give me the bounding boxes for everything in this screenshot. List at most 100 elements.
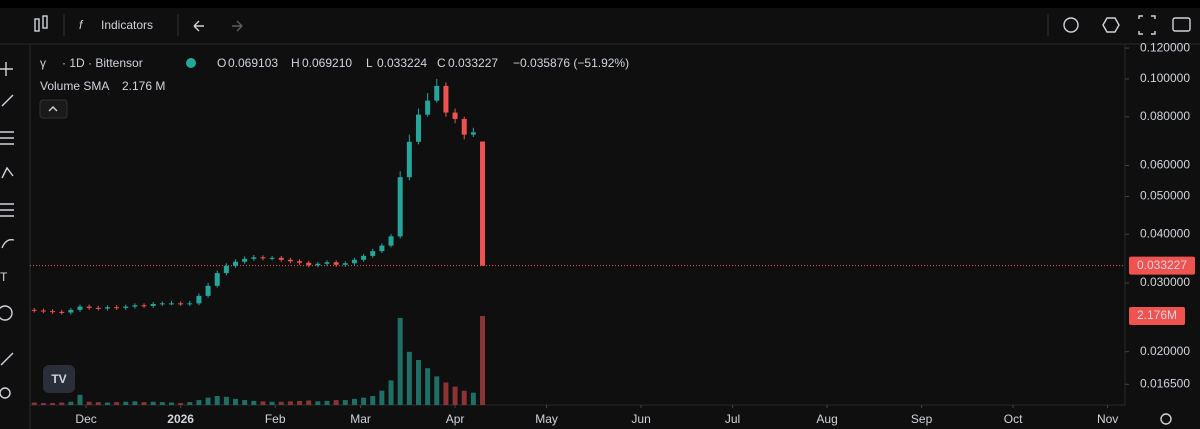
x-tick-label: Aug <box>816 412 837 426</box>
alert-button[interactable] <box>1063 17 1079 33</box>
candle-body <box>452 112 458 119</box>
ohlc-value: 0.069210 <box>302 56 352 70</box>
candle-body <box>168 303 174 305</box>
volume-bar <box>370 396 376 405</box>
volume-bar <box>333 400 339 405</box>
volume-bar <box>260 401 266 405</box>
volume-bar <box>159 402 165 405</box>
y-tick-label: 0.120000 <box>1140 40 1190 54</box>
volume-bar <box>425 368 431 405</box>
candle-body <box>114 307 120 309</box>
volume-bar <box>104 402 110 405</box>
x-tick-label: 2026 <box>167 412 194 426</box>
candle-body <box>370 251 376 256</box>
ohlc-value: 0.033224 <box>377 56 427 70</box>
volume-bar <box>406 351 412 405</box>
change: −0.035876 (−51.92%) <box>513 56 629 70</box>
ohlc-prefix: L <box>366 56 373 70</box>
ohlc-value: 0.033227 <box>448 56 498 70</box>
ruler-tool[interactable] <box>0 352 14 366</box>
projection-tool[interactable] <box>0 203 14 217</box>
undo-button[interactable] <box>193 20 204 32</box>
candle-body <box>223 265 229 274</box>
x-tick-label: May <box>535 412 558 426</box>
candle-body <box>434 85 440 101</box>
pattern-tool[interactable] <box>1 166 14 179</box>
candle-body <box>187 303 193 305</box>
y-tick-label: 0.050000 <box>1140 189 1190 203</box>
volume-bar <box>287 401 293 405</box>
volume-sma: 2.176 M <box>122 79 165 93</box>
volume-bar <box>269 401 275 405</box>
volume-bar <box>297 400 303 405</box>
axis-settings-button[interactable] <box>1160 413 1172 425</box>
volume-bar <box>480 315 486 405</box>
candle-body <box>351 259 357 264</box>
emoji-tool[interactable] <box>0 305 13 321</box>
volume-bar <box>205 397 211 405</box>
volume-bar <box>379 390 385 405</box>
screenshot-button[interactable] <box>1172 17 1191 32</box>
candle-body <box>77 306 83 310</box>
zoom-tool[interactable] <box>0 387 11 399</box>
candle-body <box>287 259 293 262</box>
y-tick-label: 0.030000 <box>1140 275 1190 289</box>
candle-body <box>68 309 74 313</box>
volume-bar <box>95 402 101 405</box>
collapse-button[interactable] <box>39 99 68 119</box>
x-tick-label: Mar <box>350 412 371 426</box>
fullscreen-button[interactable] <box>1138 15 1156 35</box>
last-volume-tag <box>1129 307 1185 325</box>
volume-bar <box>251 400 257 405</box>
x-tick-label: Sep <box>911 412 933 426</box>
candle-type-button[interactable] <box>34 15 48 32</box>
candle-body <box>86 306 92 308</box>
fib-tool[interactable] <box>0 131 14 145</box>
candle-body <box>388 236 394 246</box>
y-tick-label: 0.080000 <box>1140 109 1190 123</box>
candle-body <box>242 258 248 262</box>
candle-body <box>297 261 303 263</box>
redo-button[interactable] <box>232 20 243 32</box>
candle-body <box>361 255 367 260</box>
volume-bar <box>415 360 421 405</box>
volume-bar <box>178 402 184 405</box>
volume-bar <box>470 392 476 405</box>
brush-tool[interactable] <box>1 238 15 249</box>
volume-bar <box>306 400 312 405</box>
y-tick-label: 0.100000 <box>1140 71 1190 85</box>
volume-bar <box>223 396 229 405</box>
candle-body <box>333 262 339 265</box>
candle-body <box>315 263 321 266</box>
candle-body <box>260 257 266 259</box>
market-status <box>186 58 196 68</box>
candle-body <box>269 257 275 259</box>
candle-body <box>123 306 129 308</box>
volume-bar <box>443 382 449 405</box>
ohlc-prefix: C <box>437 56 446 70</box>
crosshair-tool[interactable] <box>0 62 13 76</box>
x-tick-label: Feb <box>265 412 286 426</box>
x-tick-label: Nov <box>1097 412 1118 426</box>
x-tick-label: Jun <box>631 412 650 426</box>
last-price-tag <box>1129 256 1195 275</box>
settings-button[interactable] <box>1102 17 1120 33</box>
candle-body <box>59 311 65 313</box>
candle-body <box>342 263 348 265</box>
volume-bar <box>461 390 467 405</box>
y-tick-label: 0.060000 <box>1140 158 1190 172</box>
candle-body <box>379 245 385 252</box>
text-tool[interactable]: T <box>0 270 8 284</box>
volume-bar <box>141 402 147 405</box>
candle-body <box>178 303 184 305</box>
candle-body <box>470 132 476 135</box>
indicators-button[interactable]: f Indicators <box>79 18 153 32</box>
candle-body <box>205 285 211 296</box>
volume-bar <box>59 402 65 405</box>
volume-bar <box>150 401 156 405</box>
trendline-tool[interactable] <box>1 94 14 107</box>
logo-mark: TV <box>51 372 66 386</box>
y-tick-label: 0.016500 <box>1140 376 1190 390</box>
volume-bar <box>342 400 348 405</box>
